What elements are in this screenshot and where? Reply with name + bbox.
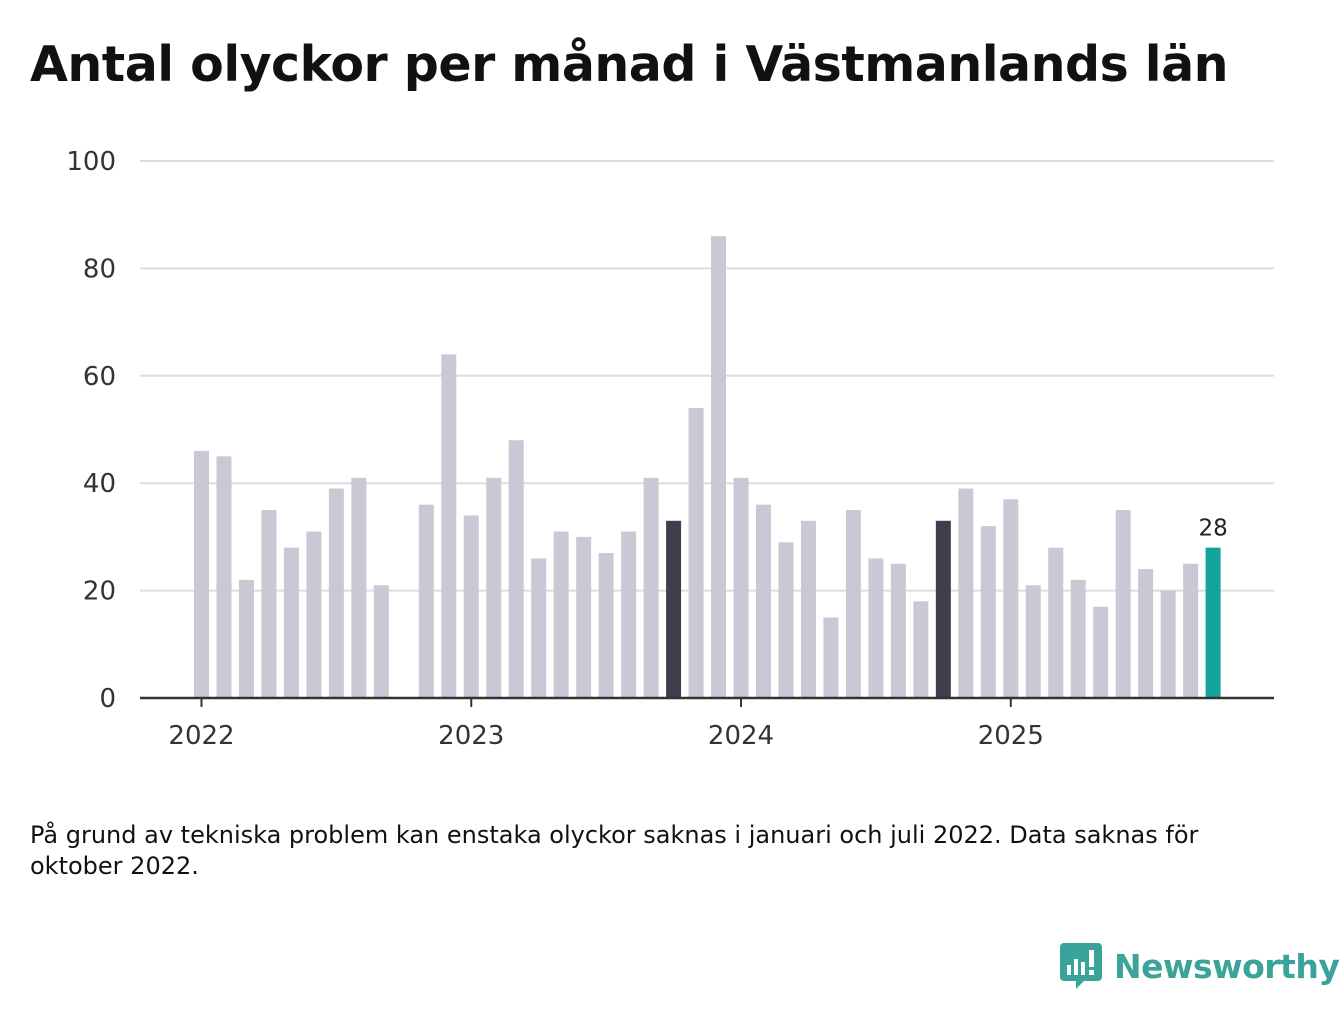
- bar-2022-04: [261, 510, 277, 698]
- bar-2023-09: [643, 477, 659, 698]
- bar-chart: 0 20 40 60 80 100 28 2022 2023 2024 2025: [66, 147, 1274, 751]
- data-labels: 28: [1198, 516, 1227, 542]
- bar-2024-03: [778, 542, 794, 698]
- footnote: På grund av tekniska problem kan enstaka…: [30, 821, 1199, 880]
- x-tick-label-2025: 2025: [978, 721, 1044, 751]
- y-tick-label-20: 20: [83, 577, 116, 607]
- bar-2023-04: [531, 558, 547, 698]
- bar-2025-08: [1160, 590, 1176, 698]
- bar-2022-06: [306, 531, 322, 698]
- data-label-2025-10: 28: [1198, 516, 1227, 542]
- bar-2025-06: [1115, 510, 1131, 698]
- bar-2023-11: [688, 408, 704, 698]
- chart-title: Antal olyckor per månad i Västmanlands l…: [30, 36, 1229, 93]
- bar-2023-10: [666, 520, 682, 698]
- bar-2025-03: [1048, 547, 1064, 698]
- bar-2024-08: [890, 563, 906, 698]
- y-tick-label-100: 100: [66, 147, 116, 177]
- x-axis-ticks: 2022 2023 2024 2025: [168, 698, 1044, 751]
- bar-2025-07: [1138, 569, 1154, 698]
- bar-2022-07: [328, 488, 344, 698]
- bar-2022-08: [351, 477, 367, 698]
- bar-2025-02: [1025, 585, 1041, 698]
- bar-2023-01: [463, 515, 479, 698]
- bar-2022-02: [216, 456, 232, 698]
- bar-2023-02: [486, 477, 502, 698]
- bar-2022-03: [238, 579, 254, 698]
- bar-2022-09: [373, 585, 389, 698]
- bar-2024-04: [800, 520, 816, 698]
- bar-2022-12: [441, 354, 457, 698]
- bar-2022-01: [194, 450, 209, 698]
- gridlines: [140, 160, 1274, 592]
- y-tick-label-80: 80: [83, 254, 116, 284]
- bar-2023-06: [576, 536, 592, 698]
- bar-2024-05: [823, 617, 839, 698]
- bar-2025-05: [1093, 606, 1109, 698]
- bar-2024-02: [756, 504, 771, 698]
- bar-2022-11: [418, 504, 434, 698]
- newsworthy-logo-icon: [1060, 943, 1102, 989]
- bar-2023-07: [598, 553, 614, 698]
- bar-2024-12: [980, 526, 996, 698]
- bar-2024-01: [733, 477, 749, 698]
- bar-2023-03: [508, 440, 524, 698]
- bar-2022-05: [283, 547, 299, 698]
- bar-2025-10: [1205, 547, 1221, 698]
- brand-name: Newsworthy: [1114, 946, 1340, 986]
- bar-2024-06: [845, 510, 861, 698]
- y-tick-label-0: 0: [99, 684, 116, 714]
- bar-2025-09: [1183, 563, 1199, 698]
- newsworthy-brand: Newsworthy: [1060, 940, 1340, 992]
- y-axis-tick-labels: 0 20 40 60 80 100: [66, 147, 116, 714]
- bar-2024-11: [958, 488, 974, 698]
- y-tick-label-40: 40: [83, 469, 116, 499]
- bars: [194, 236, 1221, 698]
- x-tick-label-2024: 2024: [708, 721, 774, 751]
- bar-2024-07: [868, 558, 884, 698]
- bar-2024-10: [935, 520, 951, 698]
- y-tick-label-60: 60: [83, 362, 116, 392]
- bar-2025-01: [1003, 499, 1019, 698]
- bar-2023-12: [711, 236, 727, 698]
- bar-2023-05: [553, 531, 569, 698]
- bar-2024-09: [913, 601, 929, 698]
- x-tick-label-2022: 2022: [168, 721, 234, 751]
- bar-2023-08: [621, 531, 637, 698]
- bar-2025-04: [1070, 579, 1086, 698]
- x-tick-label-2023: 2023: [438, 721, 504, 751]
